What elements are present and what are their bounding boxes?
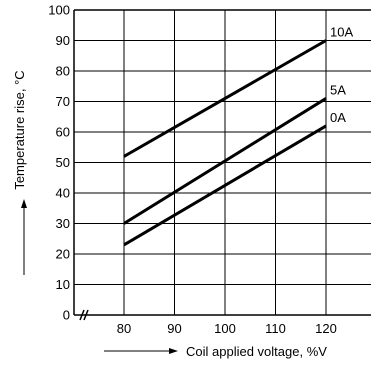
tick-labels: 0 10 20 30 40 50 60 70 80 90 100 80 90 100 110 120: [48, 3, 337, 337]
y-tick-label: 0: [63, 308, 70, 323]
axis-break-mark: [79, 309, 89, 321]
series-lines: 10A 5A 0A: [123, 25, 353, 247]
series-line-10a: [123, 39, 327, 158]
series-line-5a: [123, 97, 327, 225]
x-tick-label: 100: [214, 321, 236, 336]
y-tick-label: 20: [56, 247, 70, 262]
y-tick-label: 30: [56, 216, 70, 231]
x-tick-label: 80: [117, 321, 131, 336]
y-tick-label: 10: [56, 277, 70, 292]
y-tick-label: 60: [56, 125, 70, 140]
y-tick-label: 100: [48, 3, 70, 18]
y-tick-label: 50: [56, 155, 70, 170]
y-tick-label: 70: [56, 94, 70, 109]
series-line-0a: [123, 124, 327, 247]
x-axis-title-arrow: [104, 348, 178, 354]
plot-frame: [73, 9, 371, 316]
y-axis-title: Temperature rise, °C: [12, 70, 27, 189]
x-tick-label: 90: [167, 321, 181, 336]
x-tick-label: 110: [265, 321, 286, 336]
series-label-0a: 0A: [330, 110, 346, 125]
y-tick-label: 40: [56, 186, 70, 201]
x-axis-title: Coil applied voltage, %V: [186, 344, 327, 359]
y-tick-label: 80: [56, 64, 70, 79]
y-axis-title-arrow: [21, 199, 27, 275]
x-tick-label: 120: [315, 321, 337, 336]
y-tick-label: 90: [56, 33, 70, 48]
series-label-10a: 10A: [330, 25, 353, 40]
series-label-5a: 5A: [330, 82, 346, 97]
